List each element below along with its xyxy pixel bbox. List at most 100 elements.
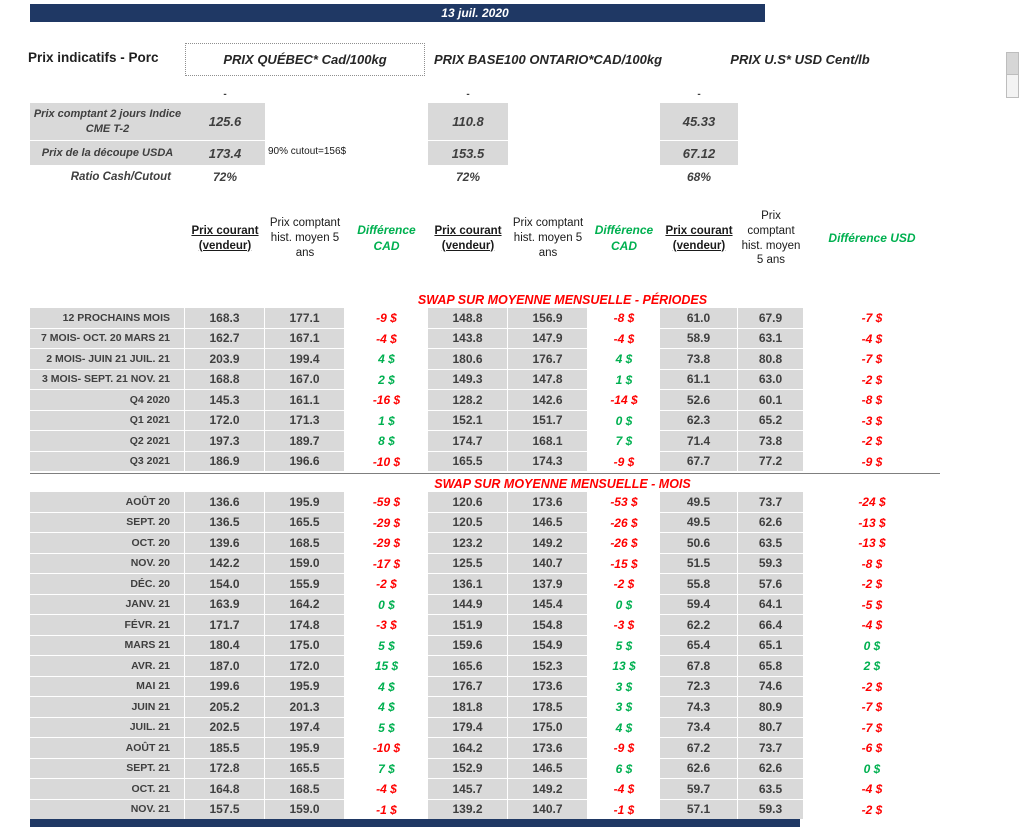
quebec-current-value: 164.8 [185,779,265,800]
us-hist-value: 62.6 [738,512,804,533]
page-title: Prix indicatifs - Porc [28,50,159,65]
quebec-diff-value: 8 $ [378,434,395,449]
quebec-hist-value: 195.9 [265,738,345,759]
col-header-hist-quebec: Prix comptant hist. moyen 5 ans [269,217,341,259]
row-label: NOV. 21 [30,799,185,820]
row-label: SEPT. 21 [30,758,185,779]
quebec-hist-value: 197.4 [265,717,345,738]
empty-value-dash: - [223,89,227,100]
us-current-value: 61.0 [660,308,738,329]
ontario-diff-value: -4 $ [613,782,635,797]
section-title-periodes: SWAP SUR MOYENNE MENSUELLE - PÉRIODES [417,293,708,307]
quebec-hist-value: 159.0 [265,553,345,574]
col-header-diff-cad-quebec: Différence CAD [357,222,416,253]
ontario-current-value: 139.2 [428,799,508,820]
ontario-diff-value: 4 $ [615,352,633,367]
quebec-diff-value: -10 $ [372,741,401,756]
ontario-hist-value: 140.7 [508,553,588,574]
vertical-scrollbar[interactable] [1006,52,1019,98]
us-diff-value: -7 $ [861,311,883,326]
ontario-hist-value: 147.9 [508,328,588,349]
us-diff-value: -3 $ [861,413,883,428]
us-hist-value: 59.3 [738,553,804,574]
ontario-diff-value: -53 $ [610,495,638,510]
ontario-hist-value: 152.3 [508,656,588,677]
row-label: Q3 2021 [30,451,185,472]
spot-row-label: Prix de la découpe USDA [30,141,185,165]
ontario-current-value: 179.4 [428,717,508,738]
ontario-hist-value: 137.9 [508,574,588,595]
ontario-current-value: 181.8 [428,697,508,718]
quebec-hist-value: 195.9 [265,492,345,513]
row-label: FÉVR. 21 [30,615,185,636]
ontario-hist-value: 149.2 [508,533,588,554]
ontario-hist-value: 173.6 [508,492,588,513]
table-row: 7 MOIS- OCT. 20 MARS 21 162.7 167.1 -4 $ 143… [30,328,940,349]
quebec-diff-value: -2 $ [376,577,397,592]
quebec-diff-value: 0 $ [378,597,395,612]
ontario-diff-value: -9 $ [613,454,635,469]
ontario-diff-value: 13 $ [612,659,636,674]
us-hist-value: 66.4 [738,615,804,636]
ontario-hist-value: 173.6 [508,676,588,697]
quebec-diff-value: 5 $ [378,638,395,653]
ontario-current-value: 180.6 [428,349,508,370]
quebec-diff-value: -4 $ [376,331,397,346]
quebec-hist-value: 177.1 [265,308,345,329]
us-current-value: 73.4 [660,717,738,738]
us-current-value: 74.3 [660,697,738,718]
us-hist-value: 80.7 [738,717,804,738]
scrollbar-thumb[interactable] [1007,53,1018,75]
ontario-hist-value: 142.6 [508,390,588,411]
quebec-hist-value: 165.5 [265,758,345,779]
quebec-current-value: 199.6 [185,676,265,697]
quebec-diff-value: 2 $ [378,372,395,387]
quebec-hist-value: 165.5 [265,512,345,533]
us-diff-value: -13 $ [858,515,886,530]
row-label: 3 MOIS- SEPT. 21 NOV. 21 [30,369,185,390]
us-diff-value: -7 $ [861,700,883,715]
col-header-current-quebec: Prix courant (vendeur) [191,224,259,252]
ontario-diff-value: 1 $ [615,372,633,387]
row-label: SEPT. 20 [30,512,185,533]
row-label: Q4 2020 [30,390,185,411]
table-row: JUIL. 21 202.5 197.4 5 $ 179.4 175.0 4 $ 73.4 80… [30,717,940,738]
empty-value-dash: - [697,89,701,100]
ontario-current-value: 145.7 [428,779,508,800]
us-hist-value: 73.7 [738,738,804,759]
table-row: Q4 2020 145.3 161.1 -16 $ 128.2 142.6 -14 $ 52.… [30,390,940,411]
ontario-diff-value: -26 $ [610,536,638,551]
ontario-hist-value: 173.6 [508,738,588,759]
ontario-current-value: 165.5 [428,451,508,472]
quebec-diff-value: 4 $ [378,700,395,715]
col-header-hist-ontario: Prix comptant hist. moyen 5 ans [512,217,584,259]
table-row: OCT. 21 164.8 168.5 -4 $ 145.7 149.2 -4 $ 59.7 6… [30,779,940,800]
row-label: Q1 2021 [30,410,185,431]
us-current-value: 71.4 [660,431,738,452]
quebec-hist-value: 196.6 [265,451,345,472]
us-diff-value: -7 $ [861,720,883,735]
us-hist-value: 80.8 [738,349,804,370]
ratio-value-us: 68% [686,169,712,184]
us-diff-value: 0 $ [863,761,881,776]
us-hist-value: 74.6 [738,676,804,697]
us-hist-value: 80.9 [738,697,804,718]
table-row: Q2 2021 197.3 189.7 8 $ 174.7 168.1 7 $ 71.4 73.… [30,431,940,452]
ontario-current-value: 159.6 [428,635,508,656]
ontario-hist-value: 154.8 [508,615,588,636]
quebec-diff-value: -29 $ [372,515,401,530]
spot-value-quebec: 125.6 [185,103,265,140]
quebec-current-value: 203.9 [185,349,265,370]
date-banner: 13 juil. 2020 [30,4,765,22]
quebec-hist-value: 189.7 [265,431,345,452]
ontario-hist-value: 154.9 [508,635,588,656]
ontario-current-value: 151.9 [428,615,508,636]
us-diff-value: -9 $ [861,454,883,469]
row-label: DÉC. 20 [30,574,185,595]
row-label: 7 MOIS- OCT. 20 MARS 21 [30,328,185,349]
ontario-diff-value: 3 $ [615,679,633,694]
quebec-current-value: 202.5 [185,717,265,738]
us-hist-value: 65.8 [738,656,804,677]
table-row: NOV. 20 142.2 159.0 -17 $ 125.5 140.7 -15 $ 51.… [30,553,940,574]
us-current-value: 49.5 [660,492,738,513]
